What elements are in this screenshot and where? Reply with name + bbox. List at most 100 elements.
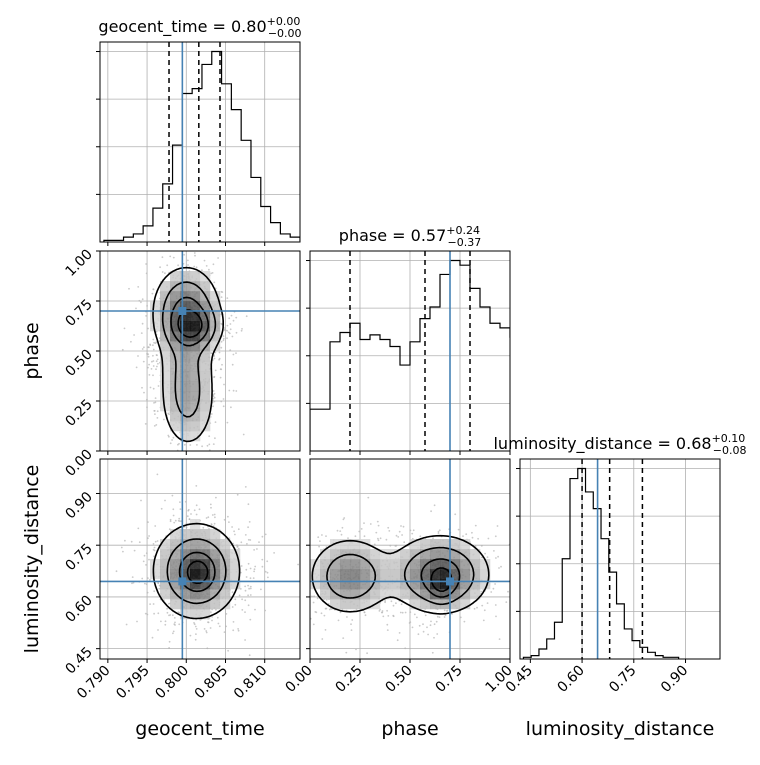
pair-geocent-time-vs-luminosity-distance-sample-743 [154,540,157,543]
pair-geocent-time-vs-luminosity-distance-sample-142 [244,585,247,588]
pair-geocent-time-vs-phase-sample-1000 [212,263,215,266]
pair-geocent-time-vs-phase-sample-1157 [135,307,137,310]
pair-phase-vs-luminosity-distance-sample-1 [392,604,395,607]
pair-geocent-time-vs-phase-density-cell-8-17 [180,271,191,282]
pair-geocent-time-vs-phase-density-cell-11-15 [210,291,221,302]
pair-geocent-time-vs-luminosity-distance-density-cell-8-9 [180,559,191,570]
pair-phase-vs-luminosity-distance-sample-1182 [481,604,484,607]
pair-geocent-time-vs-luminosity-distance-sample-691 [152,548,155,551]
pair-phase-vs-luminosity-distance-density-cell-0-7 [310,579,321,590]
pair-geocent-time-vs-luminosity-distance-sample-348 [237,528,240,531]
pair-geocent-time-vs-luminosity-distance-sample-735 [249,585,252,588]
pair-geocent-time-vs-luminosity-distance-sample-1191 [216,616,219,619]
pair-geocent-time-vs-phase-density-cell-11-10 [210,341,221,352]
pair-geocent-time-vs-luminosity-distance-sample-1224 [236,544,238,547]
pair-geocent-time-vs-luminosity-distance-sample-503 [225,625,228,628]
pair-geocent-time-vs-phase-sample-602 [193,265,196,268]
pair-geocent-time-vs-phase-sample-1202 [152,288,155,290]
pair-geocent-time-vs-phase-density-cell-7-3 [170,411,181,422]
pair-phase-vs-luminosity-distance-sample-299 [336,529,339,532]
pair-geocent-time-vs-luminosity-distance-sample-714 [205,630,208,632]
pair-geocent-time-vs-phase-sample-221 [148,363,151,366]
pair-geocent-time-vs-phase-sample-917 [148,374,151,376]
pair-geocent-time-vs-phase-sample-32 [212,443,215,445]
pair-geocent-time-vs-luminosity-distance-density-cell-10-6 [200,589,211,600]
pair-geocent-time-vs-phase-density-cell-10-6 [200,381,211,392]
pair-geocent-time-vs-phase-truth-marker [178,307,187,315]
pair-phase-vs-luminosity-distance-density-cell-7-9 [380,559,391,570]
pair-geocent-time-vs-phase-sample-1078 [220,290,223,293]
pair-geocent-time-vs-phase-sample-831 [226,337,228,340]
pair-geocent-time-vs-phase-sample-100 [177,264,180,267]
pair-geocent-time-vs-phase-sample-187 [145,263,148,265]
pair-geocent-time-vs-luminosity-distance-density-cell-6-10 [160,549,171,560]
pair-geocent-time-vs-phase-sample-992 [145,272,148,275]
pair-geocent-time-vs-phase-sample-527 [142,360,145,363]
pair-geocent-time-vs-phase-ytick-label-1: 0.25 [62,397,95,430]
pair-geocent-time-vs-phase-sample-139 [214,437,216,440]
pair-geocent-time-vs-luminosity-distance-sample-801 [120,546,123,549]
pair-geocent-time-vs-phase-sample-90 [231,363,234,366]
pair-geocent-time-vs-phase-sample-1077 [220,368,223,371]
pair-phase-vs-luminosity-distance-sample-924 [437,530,440,533]
pair-geocent-time-vs-luminosity-distance-density-cell-11-10 [210,549,221,560]
pair-geocent-time-vs-phase-sample-1003 [227,331,230,334]
pair-geocent-time-vs-phase-sample-27 [171,439,174,441]
pair-geocent-time-vs-luminosity-distance-sample-436 [249,587,252,590]
pair-geocent-time-vs-phase-sample-600 [152,374,154,377]
pair-geocent-time-vs-phase-density-cell-6-13 [160,311,171,322]
pair-phase-vs-luminosity-distance-sample-881 [480,545,483,547]
pair-geocent-time-vs-luminosity-distance-sample-1118 [253,568,256,571]
pair-phase-vs-luminosity-distance-density-cell-2-6 [330,589,341,600]
pair-geocent-time-vs-luminosity-distance-sample-64 [152,603,155,605]
pair-phase-vs-luminosity-distance-sample-326 [471,536,474,539]
pair-geocent-time-vs-phase-sample-765 [214,369,217,372]
pair-geocent-time-vs-luminosity-distance-sample-671 [149,578,151,581]
pair-phase-vs-luminosity-distance-sample-454 [339,611,342,614]
pair-geocent-time-vs-phase-density-cell-9-12 [190,321,201,332]
pair-geocent-time-vs-luminosity-distance-sample-721 [157,582,160,585]
pair-geocent-time-vs-luminosity-distance-density-cell-9-12 [190,529,201,540]
pair-geocent-time-vs-luminosity-distance-sample-2 [297,563,299,566]
pair-geocent-time-vs-phase-sample-304 [232,389,235,392]
pair-geocent-time-vs-luminosity-distance-sample-1273 [193,622,195,624]
pair-phase-vs-luminosity-distance-density-cell-6-6 [370,589,381,600]
pair-phase-vs-luminosity-distance-sample-243 [387,526,390,529]
pair-phase-vs-luminosity-distance-sample-869 [378,610,381,612]
pair-geocent-time-vs-phase-sample-193 [155,368,157,371]
xlabel-luminosity-distance: luminosity_distance [526,718,715,740]
pair-phase-vs-luminosity-distance-plot-area [310,459,510,659]
pair-geocent-time-vs-luminosity-distance-sample-78 [133,549,136,552]
pair-phase-vs-luminosity-distance-sample-588 [404,611,407,614]
pair-geocent-time-vs-luminosity-distance-sample-1039 [232,629,235,632]
pair-phase-vs-luminosity-distance-sample-305 [507,590,509,593]
xlabel-geocent-time: geocent_time [135,718,264,740]
marginal-phase-plot-area [310,251,510,451]
pair-geocent-time-vs-luminosity-distance-sample-311 [231,606,234,608]
pair-geocent-time-vs-luminosity-distance-sample-205 [199,619,202,621]
pair-phase-vs-luminosity-distance-sample-748 [312,623,315,626]
pair-phase-vs-luminosity-distance-sample-238 [486,602,489,604]
pair-geocent-time-vs-phase-sample-218 [213,357,216,360]
pair-geocent-time-vs-phase-density-cell-9-4 [190,401,201,412]
pair-geocent-time-vs-luminosity-distance-sample-874 [166,611,169,614]
pair-geocent-time-vs-luminosity-distance-sample-1111 [244,639,247,641]
pair-geocent-time-vs-luminosity-distance-density-cell-8-5 [180,599,191,610]
pair-geocent-time-vs-phase-sample-728 [163,418,165,421]
pair-geocent-time-vs-luminosity-distance-density-cell-7-10 [170,549,181,560]
pair-phase-vs-luminosity-distance-density-cell-13-6 [440,589,451,600]
pair-geocent-time-vs-luminosity-distance-sample-673 [246,543,248,545]
pair-geocent-time-vs-phase-contour-0 [152,266,224,443]
pair-geocent-time-vs-luminosity-distance-xtick-label-4: 0.810 [231,663,271,703]
pair-phase-vs-luminosity-distance-sample-632 [385,538,388,541]
pair-geocent-time-vs-phase-sample-954 [138,299,141,302]
pair-geocent-time-vs-luminosity-distance-sample-1208 [258,541,260,543]
pair-phase-vs-luminosity-distance-truth-marker [446,577,454,586]
pair-phase-vs-luminosity-distance-sample-1082 [386,629,389,631]
pair-geocent-time-vs-phase-sample-24 [141,298,144,301]
pair-geocent-time-vs-phase-density-cell-7-17 [170,271,181,282]
pair-geocent-time-vs-phase-density-cell-6-7 [160,371,171,382]
marginal-luminosity-distance-histogram [522,467,680,659]
pair-geocent-time-vs-phase-sample-1273 [153,410,156,412]
pair-geocent-time-vs-luminosity-distance-sample-19 [264,570,267,573]
